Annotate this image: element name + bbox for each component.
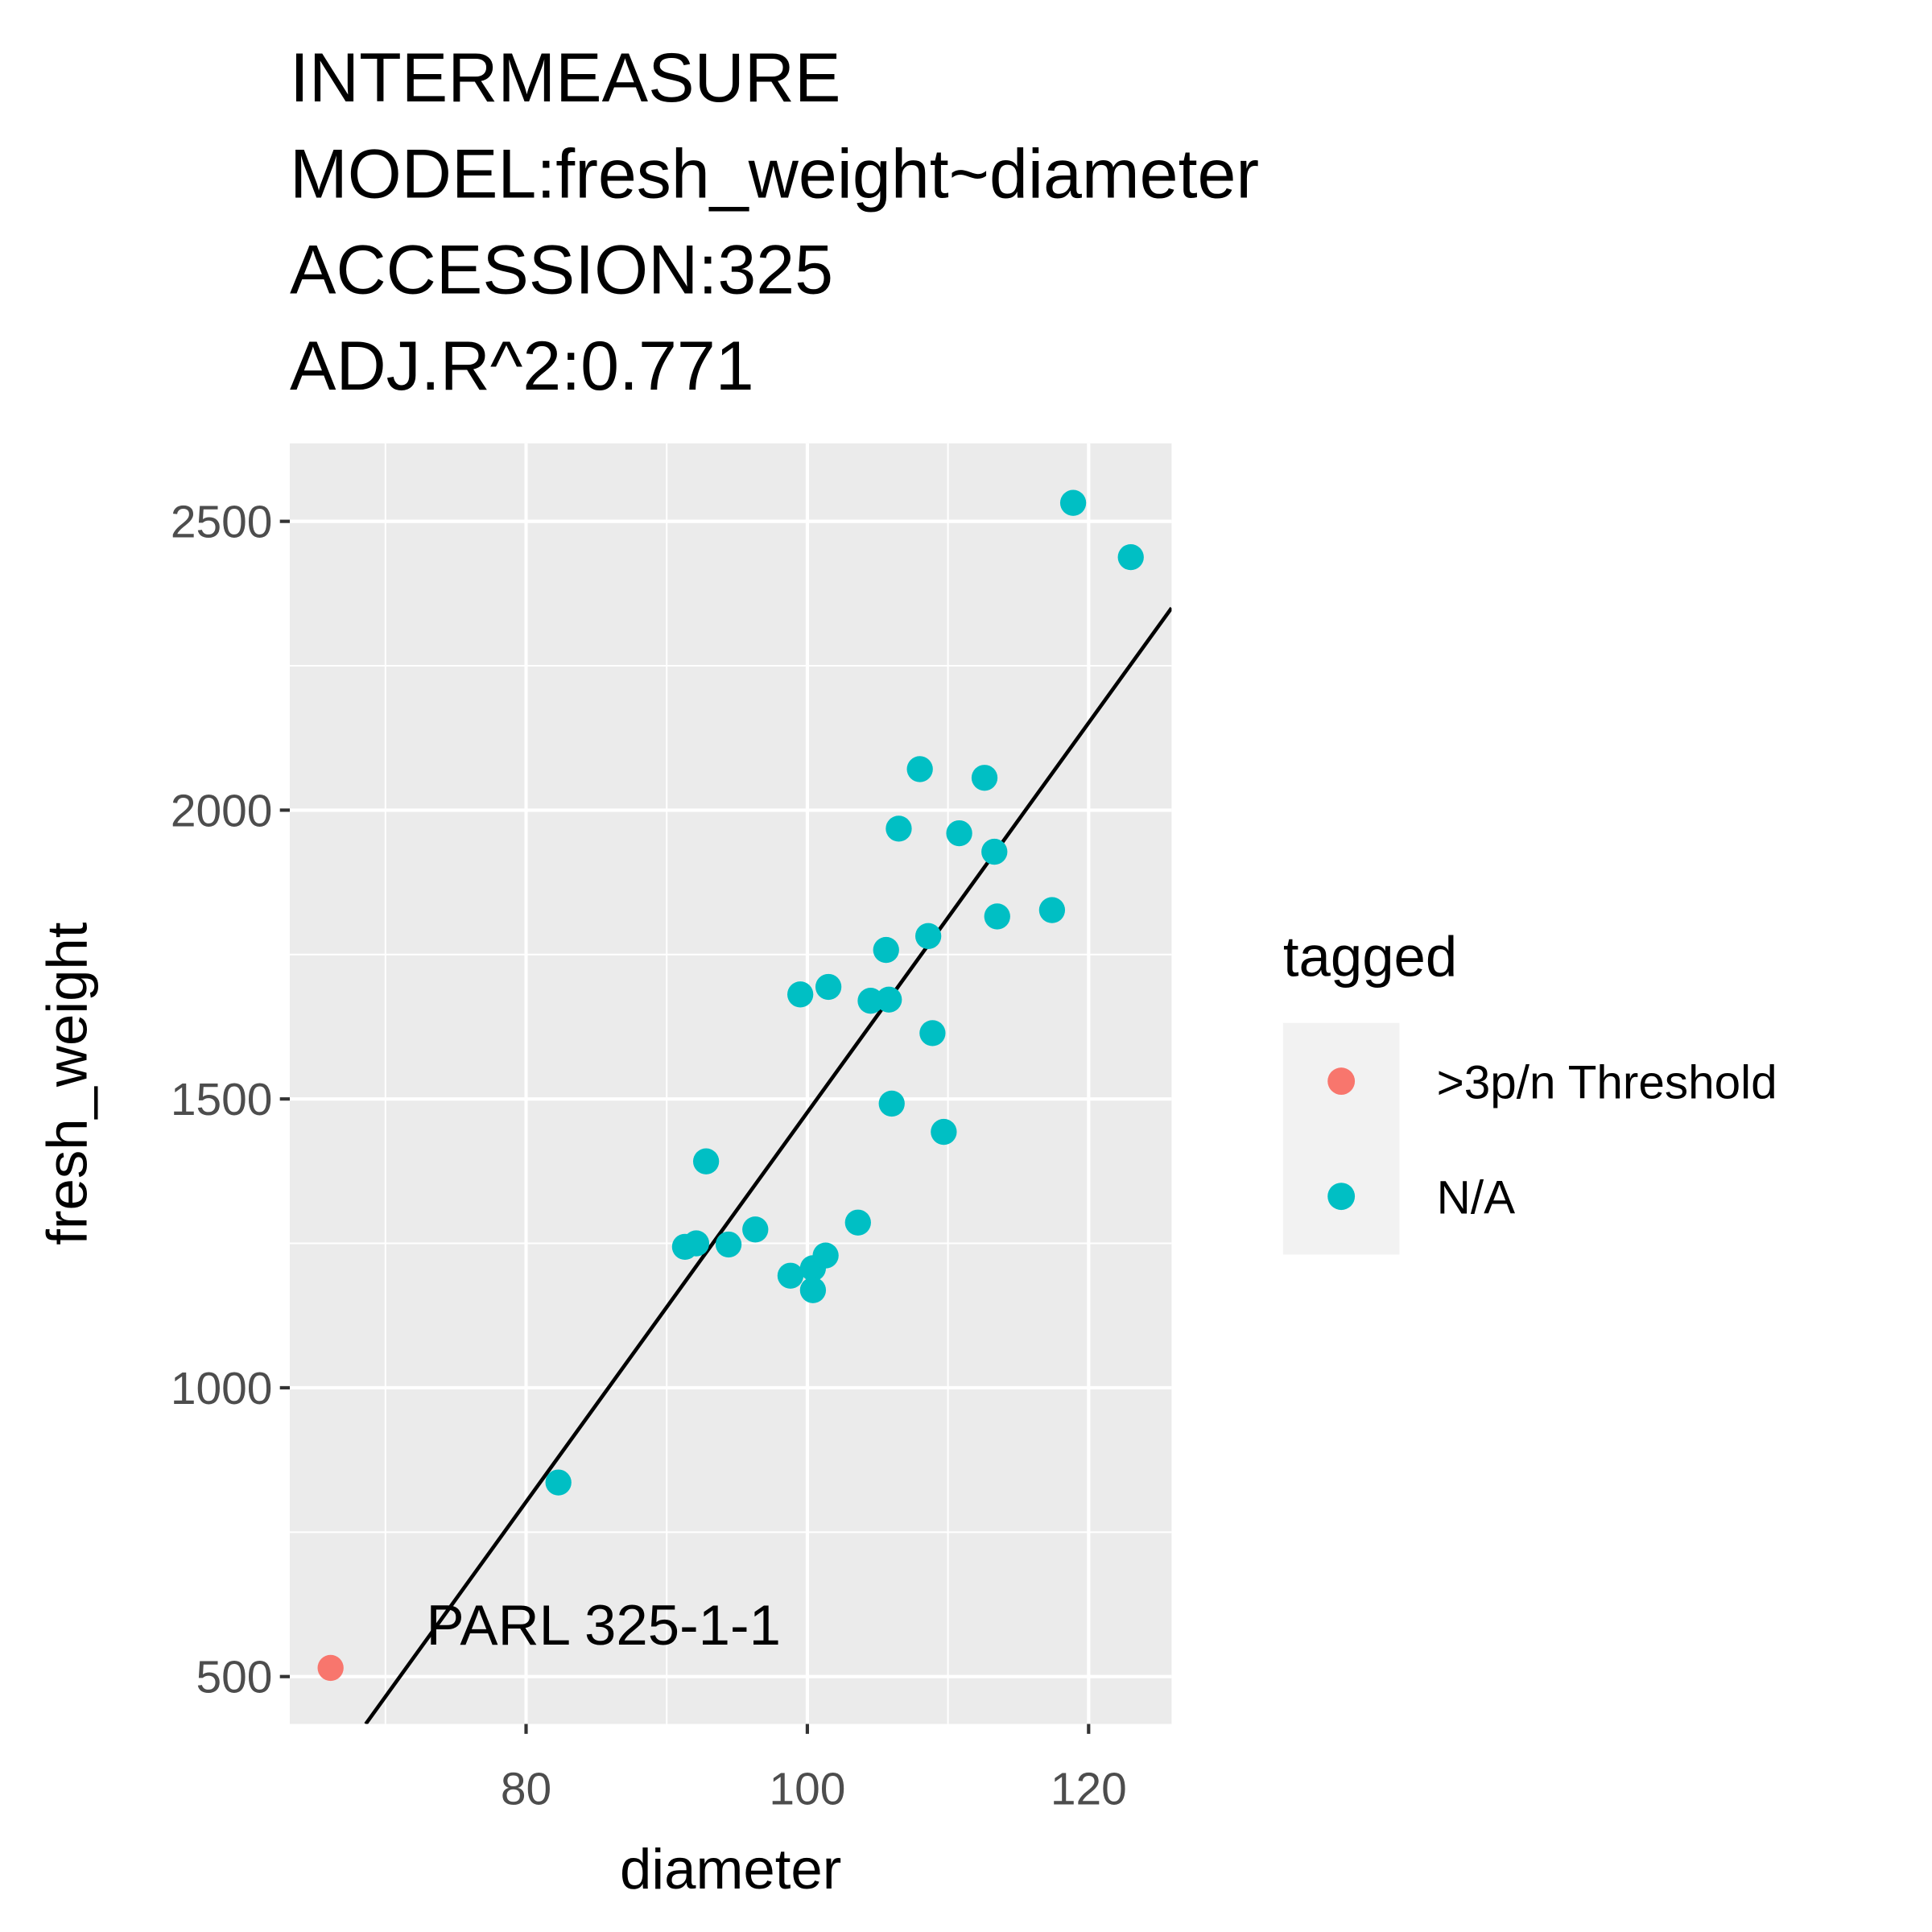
point bbox=[545, 1469, 572, 1496]
chart-title: MODEL:fresh_weight~diameter bbox=[290, 135, 1259, 213]
annotation: PARL 325-1-1 bbox=[426, 1593, 780, 1657]
point bbox=[876, 986, 902, 1013]
x-tick-label: 120 bbox=[1051, 1764, 1127, 1815]
point bbox=[1059, 489, 1087, 516]
point bbox=[914, 923, 942, 949]
point bbox=[692, 1148, 720, 1174]
legend-title: tagged bbox=[1283, 924, 1457, 988]
chart-title: INTERMEASURE bbox=[290, 39, 840, 117]
panel bbox=[290, 443, 1172, 1724]
point bbox=[886, 815, 912, 842]
point bbox=[919, 1020, 946, 1046]
point bbox=[317, 1654, 344, 1682]
point bbox=[777, 1262, 804, 1289]
chart-title: ACCESSION:325 bbox=[290, 232, 833, 309]
x-tick-label: 100 bbox=[769, 1764, 845, 1815]
y-tick-label: 2500 bbox=[171, 497, 273, 548]
chart-title: ADJ.R^2:0.771 bbox=[290, 328, 754, 405]
legend-label: >3p/n Threshold bbox=[1437, 1057, 1777, 1109]
point bbox=[844, 1209, 871, 1236]
point bbox=[946, 819, 972, 847]
point bbox=[971, 765, 998, 791]
point bbox=[1038, 897, 1066, 923]
x-tick-label: 80 bbox=[501, 1764, 551, 1815]
point bbox=[984, 903, 1010, 930]
point bbox=[878, 1090, 905, 1117]
point bbox=[787, 981, 814, 1008]
y-tick-label: 2000 bbox=[171, 785, 273, 836]
y-tick-label: 1000 bbox=[171, 1363, 273, 1414]
point bbox=[715, 1231, 742, 1258]
legend-label: N/A bbox=[1437, 1172, 1515, 1224]
point bbox=[742, 1216, 769, 1243]
point bbox=[799, 1277, 827, 1303]
point bbox=[1117, 543, 1144, 571]
axes: 80 100 120 500 1000 1500 2000 2500 bbox=[171, 497, 1127, 1815]
point bbox=[906, 756, 933, 782]
point bbox=[683, 1230, 710, 1257]
y-tick-label: 500 bbox=[196, 1652, 273, 1703]
y-tick-label: 1500 bbox=[171, 1074, 273, 1125]
point bbox=[931, 1118, 957, 1146]
point bbox=[812, 1242, 839, 1269]
point bbox=[815, 973, 842, 1001]
x-axis-title: diameter bbox=[620, 1837, 841, 1901]
point bbox=[873, 936, 899, 964]
grid bbox=[290, 443, 1172, 1724]
point bbox=[981, 838, 1008, 865]
fit-line bbox=[364, 606, 1172, 1724]
legend-key bbox=[1327, 1067, 1356, 1095]
legend-key-background bbox=[1282, 1022, 1400, 1255]
marks bbox=[317, 489, 1172, 1724]
legend-key bbox=[1327, 1183, 1356, 1211]
y-axis-title: fresh_weight bbox=[35, 922, 99, 1245]
